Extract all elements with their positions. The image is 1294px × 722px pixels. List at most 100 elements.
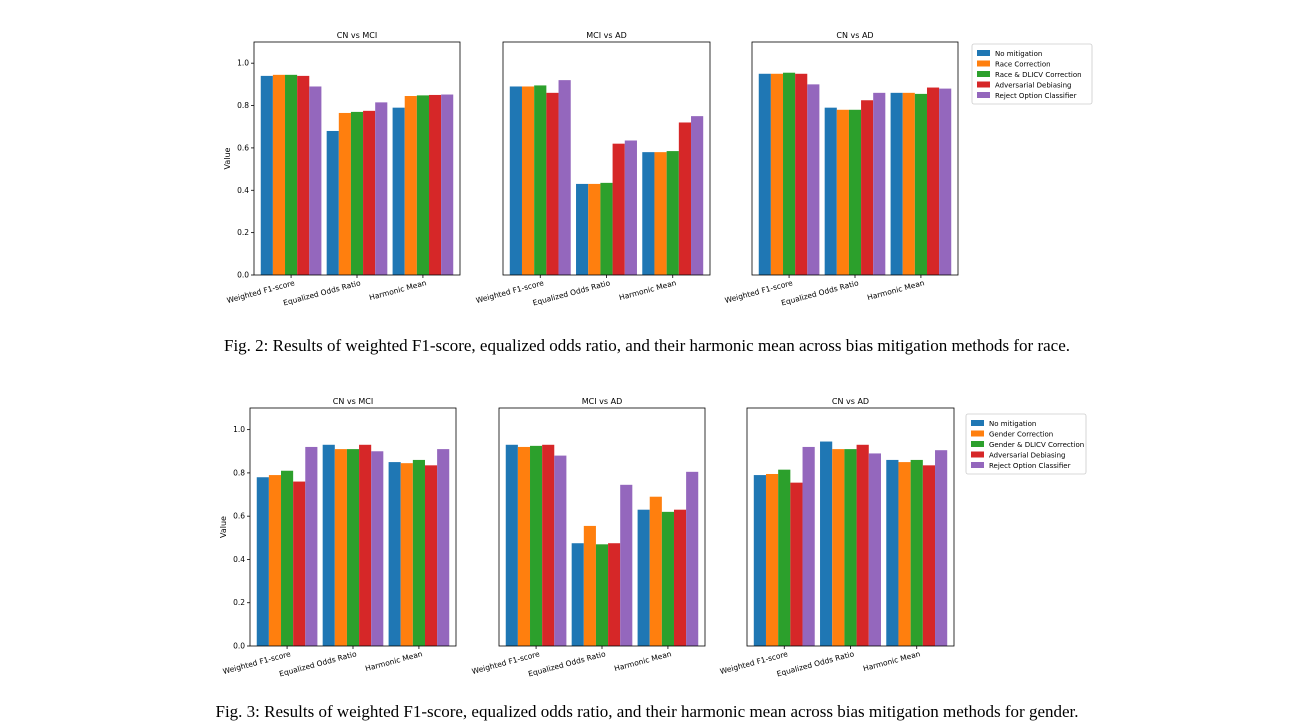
y-tick-label: 0.2 (233, 598, 245, 607)
bar-no-mitigation-3 (886, 459, 899, 646)
legend-swatch (971, 420, 984, 426)
legend-box (971, 43, 1093, 105)
bar-adversarial-debiasing-3 (428, 94, 442, 275)
subplot-4: CN vs MCI0.00.20.40.60.81.0ValueWeighted… (219, 397, 457, 679)
bar-reject-option-classifier-1 (558, 80, 571, 275)
bar-adversarial-debiasing-1 (542, 444, 555, 646)
bar-race-correction-1 (770, 73, 784, 275)
bar-reject-option-classifier-2 (371, 451, 384, 646)
bar-race-correction-1 (521, 86, 535, 276)
bar-no-mitigation-2 (820, 441, 833, 646)
bar-gender-dlicv-correction-1 (281, 470, 294, 646)
bar-gender-dlicv-correction-1 (778, 469, 791, 646)
bar-gender-dlicv-correction-2 (346, 449, 360, 646)
bar-reject-option-classifier-2 (873, 92, 886, 275)
bar-adversarial-debiasing-2 (856, 444, 869, 646)
legend-entry: Reject Option Classifier (995, 92, 1077, 100)
bar-adversarial-debiasing-3 (678, 122, 692, 275)
bar-no-mitigation-1 (505, 444, 518, 646)
bar-no-mitigation-2 (322, 444, 335, 646)
bar-adversarial-debiasing-3 (922, 465, 936, 646)
bar-adversarial-debiasing-1 (790, 482, 803, 646)
bar-reject-option-classifier-2 (868, 453, 881, 646)
legend-entry: No mitigation (995, 50, 1042, 58)
bar-gender-dlicv-correction-2 (844, 449, 857, 646)
bar-race-correction-2 (588, 183, 601, 275)
y-tick-label: 0.4 (237, 186, 249, 195)
legend-entry: Gender Correction (989, 431, 1053, 439)
bar-reject-option-classifier-3 (939, 88, 952, 275)
bar-no-mitigation-2 (824, 107, 837, 275)
bar-reject-option-classifier-3 (691, 116, 704, 276)
bar-no-mitigation-2 (326, 130, 339, 275)
bar-adversarial-debiasing-2 (359, 444, 372, 646)
y-tick-label: 0.0 (233, 642, 245, 651)
bar-no-mitigation-3 (637, 509, 650, 646)
bar-gender-correction-1 (268, 475, 282, 646)
bar-no-mitigation-2 (576, 183, 589, 275)
bar-reject-option-classifier-3 (686, 471, 699, 646)
bar-gender-correction-3 (400, 463, 413, 646)
legend-entry: Race Correction (995, 61, 1051, 69)
bar-gender-correction-3 (649, 496, 662, 646)
bar-reject-option-classifier-2 (624, 140, 637, 275)
bar-reject-option-classifier-3 (437, 449, 450, 646)
y-tick-label: 0.8 (237, 101, 249, 110)
x-tick-label: Harmonic Mean (368, 278, 427, 302)
chart-title: CN vs MCI (333, 397, 373, 406)
bar-adversarial-debiasing-2 (861, 100, 874, 275)
y-tick-label: 0.6 (233, 512, 245, 521)
legend-box (965, 413, 1087, 475)
figure-caption-3: Fig. 3: Results of weighted F1-score, eq… (215, 702, 1079, 721)
bar-race-dlicv-correction-1 (783, 72, 796, 275)
legend: No mitigation Gender Correction Gender & D… (965, 413, 1087, 475)
bar-reject-option-classifier-1 (807, 84, 820, 275)
chart-title: CN vs AD (832, 397, 869, 406)
bar-race-correction-1 (272, 74, 286, 275)
bar-no-mitigation-2 (571, 543, 584, 646)
legend-swatch (971, 430, 984, 437)
x-tick-label: Harmonic Mean (364, 649, 423, 673)
y-tick-label: 1.0 (233, 425, 245, 434)
bar-gender-correction-1 (517, 446, 531, 646)
legend: No mitigation Race Correction Race & DLICV… (971, 43, 1093, 105)
legend-swatch (977, 81, 990, 88)
bar-adversarial-debiasing-1 (293, 481, 306, 646)
legend-entry: Adversarial Debiasing (989, 452, 1066, 460)
legend-swatch (977, 50, 990, 56)
y-tick-label: 0.2 (237, 228, 249, 237)
bar-race-dlicv-correction-3 (416, 95, 429, 276)
bar-gender-correction-3 (898, 462, 911, 646)
legend-swatch (971, 441, 984, 447)
bar-no-mitigation-1 (753, 475, 766, 646)
bar-adversarial-debiasing-2 (608, 543, 621, 646)
bar-no-mitigation-1 (256, 477, 269, 646)
y-tick-label: 0.0 (237, 271, 249, 280)
bar-no-mitigation-3 (642, 152, 655, 275)
subplot-1: CN vs MCI0.00.20.40.60.81.0ValueWeighted… (223, 31, 461, 308)
y-tick-label: 0.6 (237, 143, 249, 152)
bar-race-dlicv-correction-3 (914, 93, 927, 276)
bar-gender-dlicv-correction-3 (412, 459, 425, 646)
chart-title: MCI vs AD (586, 31, 626, 40)
chart-title: MCI vs AD (582, 397, 622, 406)
bar-gender-dlicv-correction-3 (910, 459, 923, 646)
y-tick-label: 1.0 (237, 59, 249, 68)
bar-reject-option-classifier-1 (802, 446, 815, 646)
y-axis-label: Value (223, 147, 232, 169)
bar-race-correction-2 (836, 109, 849, 275)
bar-gender-correction-2 (583, 525, 596, 646)
y-axis-label: Value (219, 516, 228, 538)
bar-no-mitigation-1 (260, 75, 273, 276)
legend-entry: Reject Option Classifier (989, 462, 1071, 470)
legend-swatch (971, 462, 984, 468)
legend-entry: Gender & DLICV Correction (989, 441, 1084, 449)
bar-race-correction-3 (654, 152, 667, 275)
bar-adversarial-debiasing-1 (297, 75, 310, 276)
bar-reject-option-classifier-1 (554, 455, 567, 646)
bar-gender-correction-2 (334, 449, 347, 646)
